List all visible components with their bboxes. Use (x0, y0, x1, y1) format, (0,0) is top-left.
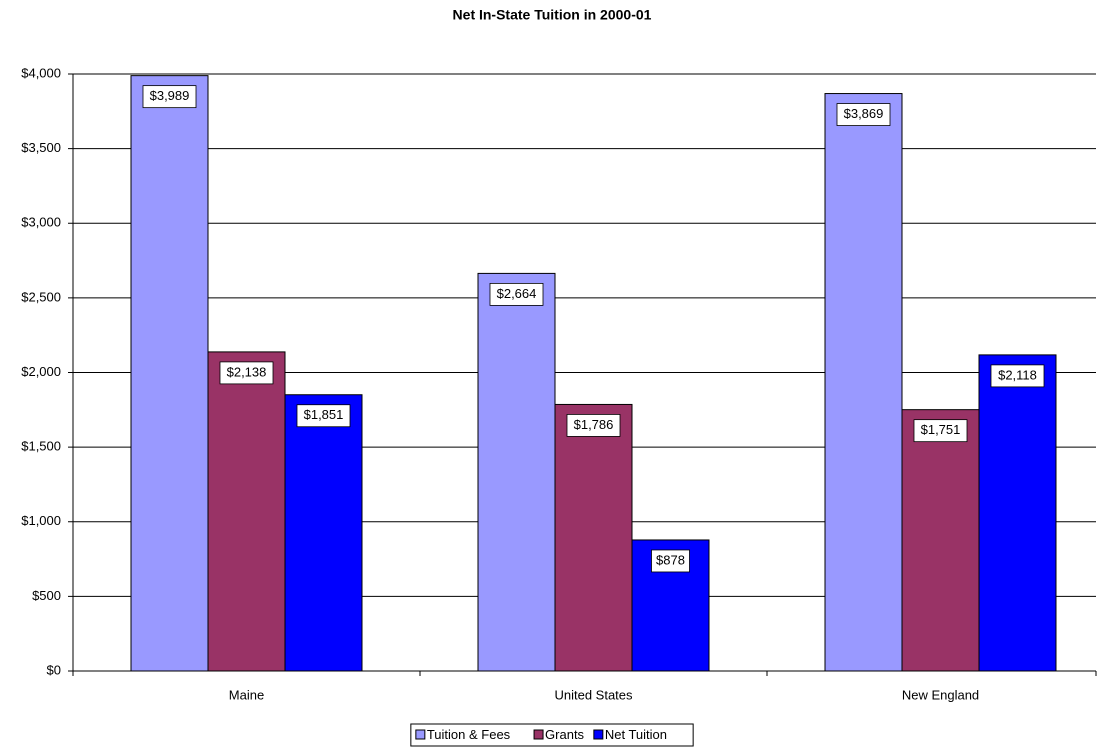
value-label: $2,138 (227, 364, 267, 379)
legend-label: Grants (545, 727, 585, 742)
value-label-box (836, 103, 891, 126)
value-label-box (990, 364, 1045, 388)
bar (130, 75, 209, 672)
y-tick-label: $2,000 (21, 364, 61, 379)
y-tick-label: $4,000 (21, 65, 61, 80)
value-label: $2,664 (497, 286, 537, 301)
bar (207, 351, 286, 672)
legend-label: Net Tuition (605, 727, 667, 742)
legend-swatch (593, 729, 604, 740)
legend-swatch (533, 729, 544, 740)
value-label: $3,989 (150, 88, 190, 103)
legend-box (410, 723, 694, 747)
x-tick-label: United States (554, 687, 633, 702)
y-tick-label: $2,500 (21, 289, 61, 304)
value-label: $1,786 (574, 417, 614, 432)
y-tick-label: $3,500 (21, 140, 61, 155)
legend: Tuition & Fees Grants Net Tuition (410, 723, 694, 747)
value-label: $1,851 (304, 407, 344, 422)
y-tick-label: $0 (47, 662, 61, 677)
y-tick-label: $3,000 (21, 215, 61, 230)
y-tick-label: $500 (32, 588, 61, 603)
value-label: $2,118 (998, 367, 1037, 382)
bar (477, 272, 556, 672)
y-tick-label: $1,500 (21, 439, 61, 454)
value-label-box (142, 85, 197, 109)
value-label: $1,751 (921, 422, 961, 437)
value-label-box (651, 549, 690, 573)
bar (978, 354, 1057, 672)
legend-label: Tuition & Fees (427, 727, 511, 742)
value-label-box (489, 282, 544, 306)
value-label: $878 (656, 552, 685, 567)
value-label-box (913, 419, 968, 443)
legend-swatch (415, 729, 426, 740)
bar (284, 394, 363, 672)
value-label: $3,869 (844, 106, 884, 121)
bar (901, 409, 980, 672)
value-label-box (566, 414, 621, 437)
value-label-box (219, 361, 274, 385)
chart-title: Net In-State Tuition in 2000-01 (453, 7, 652, 23)
bar (554, 403, 633, 672)
bar (824, 93, 903, 672)
x-tick-label: Maine (229, 687, 264, 702)
value-label-box (296, 404, 351, 428)
x-tick-label: New England (902, 687, 979, 702)
y-tick-label: $1,000 (21, 513, 61, 528)
